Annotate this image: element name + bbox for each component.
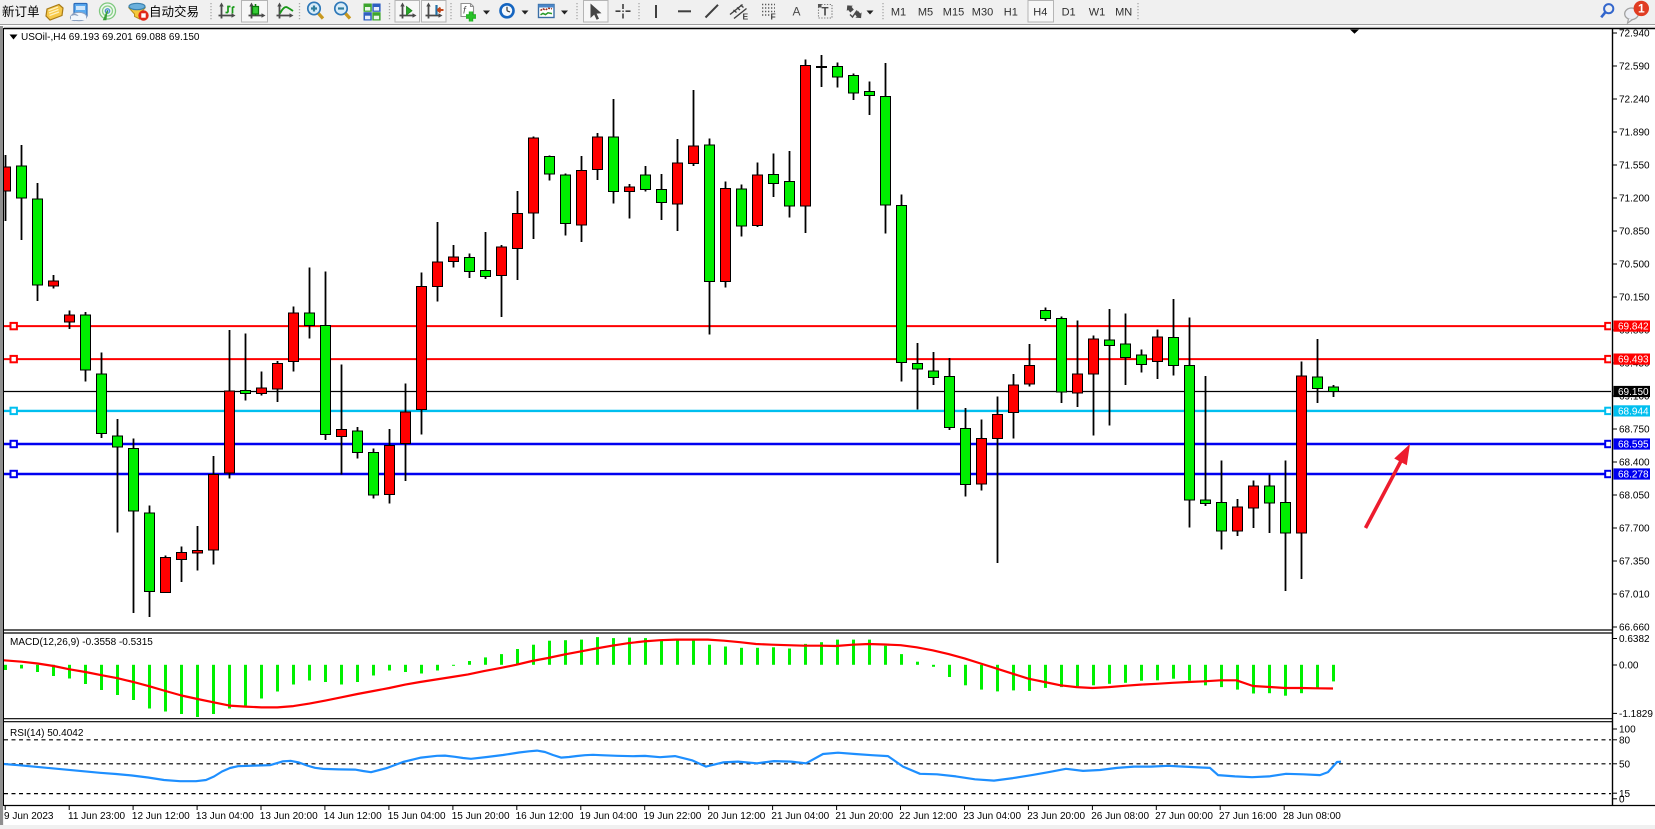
svg-text:69.150: 69.150: [1618, 387, 1649, 398]
svg-text:A: A: [793, 5, 801, 19]
svg-text:M5: M5: [918, 7, 933, 19]
svg-text:27 Jun 00:00: 27 Jun 00:00: [1155, 811, 1213, 822]
svg-text:M1: M1: [891, 7, 906, 19]
svg-text:69.493: 69.493: [1618, 355, 1649, 366]
svg-text:0: 0: [1619, 794, 1625, 805]
svg-text:自动交易: 自动交易: [149, 4, 199, 19]
svg-text:-1.1829: -1.1829: [1619, 709, 1653, 720]
svg-text:68.400: 68.400: [1619, 458, 1650, 469]
svg-text:13 Jun 04:00: 13 Jun 04:00: [196, 811, 254, 822]
svg-text:27 Jun 16:00: 27 Jun 16:00: [1219, 811, 1277, 822]
svg-text:F: F: [771, 12, 776, 22]
svg-text:67.700: 67.700: [1619, 524, 1650, 535]
svg-text:15 Jun 20:00: 15 Jun 20:00: [452, 811, 510, 822]
svg-text:21 Jun 20:00: 21 Jun 20:00: [835, 811, 893, 822]
svg-text:MACD(12,26,9) -0.3558 -0.5315: MACD(12,26,9) -0.3558 -0.5315: [10, 637, 153, 648]
svg-text:70.150: 70.150: [1619, 293, 1650, 304]
svg-text:0.6382: 0.6382: [1619, 634, 1650, 645]
svg-text:E: E: [743, 12, 749, 22]
svg-text:H4: H4: [1033, 7, 1047, 19]
svg-text:72.240: 72.240: [1619, 95, 1650, 106]
svg-text:T: T: [822, 7, 829, 19]
svg-text:68.944: 68.944: [1618, 407, 1649, 418]
svg-text:20 Jun 12:00: 20 Jun 12:00: [708, 811, 766, 822]
svg-text:M30: M30: [972, 7, 993, 19]
svg-text:72.940: 72.940: [1619, 29, 1650, 40]
svg-text:23 Jun 04:00: 23 Jun 04:00: [963, 811, 1021, 822]
svg-text:14 Jun 12:00: 14 Jun 12:00: [324, 811, 382, 822]
svg-text:67.010: 67.010: [1619, 590, 1650, 601]
svg-text:70.850: 70.850: [1619, 227, 1650, 238]
svg-text:26 Jun 08:00: 26 Jun 08:00: [1091, 811, 1149, 822]
svg-text:72.590: 72.590: [1619, 62, 1650, 73]
svg-text:19 Jun 04:00: 19 Jun 04:00: [580, 811, 638, 822]
svg-text:69.842: 69.842: [1618, 322, 1649, 333]
svg-text:68.750: 68.750: [1619, 425, 1650, 436]
svg-text:71.550: 71.550: [1619, 161, 1650, 172]
svg-text:28 Jun 08:00: 28 Jun 08:00: [1283, 811, 1341, 822]
svg-text:RSI(14) 50.4042: RSI(14) 50.4042: [10, 728, 84, 739]
svg-text:12 Jun 12:00: 12 Jun 12:00: [132, 811, 190, 822]
svg-text:H1: H1: [1004, 7, 1018, 19]
svg-text:16 Jun 12:00: 16 Jun 12:00: [516, 811, 574, 822]
svg-text:USOil-,H4 69.193 69.201 69.08: USOil-,H4 69.193 69.201 69.088 69.150: [21, 32, 200, 43]
svg-text:9 Jun 2023: 9 Jun 2023: [4, 811, 54, 822]
svg-text:D1: D1: [1062, 7, 1076, 19]
svg-text:68.278: 68.278: [1618, 470, 1649, 481]
svg-text:50: 50: [1619, 759, 1631, 770]
svg-text:13 Jun 20:00: 13 Jun 20:00: [260, 811, 318, 822]
svg-text:68.050: 68.050: [1619, 491, 1650, 502]
svg-text:66.660: 66.660: [1619, 623, 1650, 634]
svg-text:M15: M15: [943, 7, 964, 19]
svg-text:W1: W1: [1089, 7, 1106, 19]
svg-text:22 Jun 12:00: 22 Jun 12:00: [899, 811, 957, 822]
svg-text:100: 100: [1619, 725, 1636, 736]
svg-text:15: 15: [1619, 789, 1631, 800]
svg-text:0.00: 0.00: [1619, 661, 1639, 672]
svg-text:19 Jun 22:00: 19 Jun 22:00: [644, 811, 702, 822]
svg-text:21 Jun 04:00: 21 Jun 04:00: [771, 811, 829, 822]
svg-text:1: 1: [1638, 1, 1645, 15]
svg-text:68.595: 68.595: [1618, 440, 1649, 451]
svg-text:70.500: 70.500: [1619, 260, 1650, 271]
svg-text:67.350: 67.350: [1619, 557, 1650, 568]
svg-text:15 Jun 04:00: 15 Jun 04:00: [388, 811, 446, 822]
svg-text:11 Jun 23:00: 11 Jun 23:00: [68, 811, 126, 822]
svg-text:f: f: [463, 6, 467, 17]
svg-text:80: 80: [1619, 735, 1631, 746]
svg-text:23 Jun 20:00: 23 Jun 20:00: [1027, 811, 1085, 822]
svg-text:71.200: 71.200: [1619, 194, 1650, 205]
svg-text:71.890: 71.890: [1619, 128, 1650, 139]
svg-text:新订单: 新订单: [2, 4, 40, 19]
svg-text:MN: MN: [1115, 7, 1132, 19]
